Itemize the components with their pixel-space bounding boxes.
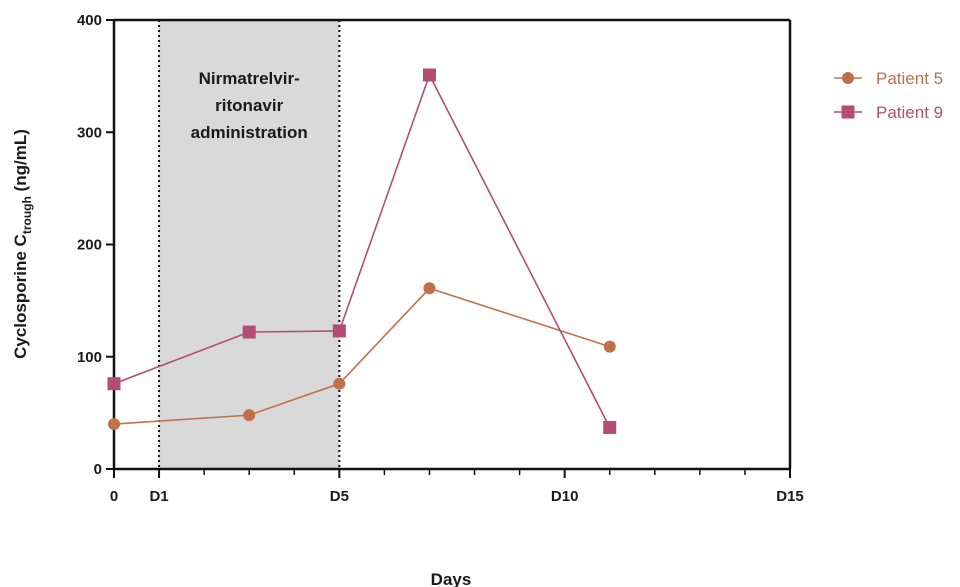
data-point [603,420,617,434]
x-tick-label: D10 [551,488,579,505]
data-point [603,340,616,353]
legend-label: Patient 5 [876,69,943,88]
data-point [333,377,346,390]
axes: 0 100 200 300 400 0 D1 D5 D10 D15 Days Cyclosporine… [11,12,804,587]
series-patient-5 [108,282,616,431]
legend-label: Patient 9 [876,103,943,122]
data-point [107,377,121,391]
shaded-region-label-line: administration [191,123,308,142]
y-axis-title-subscript: trough [20,196,34,234]
legend-marker [842,72,854,84]
y-axis-title-unit: (ng/mL) [11,129,30,196]
y-tick-label: 100 [77,349,102,366]
legend: Patient 5 Patient 9 [834,69,943,122]
y-tick-label: 200 [77,237,102,254]
y-axis-title: Cyclosporine Ctrough (ng/mL) [11,129,34,359]
data-point [108,418,120,431]
data-point [332,324,346,338]
data-point [423,282,436,295]
y-axis-title-main: Cyclosporine C [11,234,30,359]
series-patient-9 [107,68,617,434]
y-tick-label: 400 [77,12,102,29]
x-tick-label: D5 [330,488,349,505]
data-point [243,409,256,422]
data-point [422,68,436,82]
legend-item: Patient 5 [834,69,943,88]
plot-series [107,68,617,434]
x-tick-label: D1 [149,488,168,505]
data-point [242,325,256,339]
legend-marker [841,105,855,119]
x-tick-label: D15 [776,488,804,505]
shaded-region-label-line: Nirmatrelvir- [199,69,300,88]
shaded-region-label: Nirmatrelvir-ritonavir administration [191,69,308,142]
shaded-region-label-line: ritonavir [215,96,283,115]
y-tick-label: 300 [77,124,102,141]
legend-item: Patient 9 [834,103,943,122]
x-tick-label: 0 [110,488,118,505]
y-tick-label: 0 [94,461,102,478]
x-axis-title: Days [431,570,472,587]
shaded-region-layer: Nirmatrelvir-ritonavir administration [158,20,341,469]
